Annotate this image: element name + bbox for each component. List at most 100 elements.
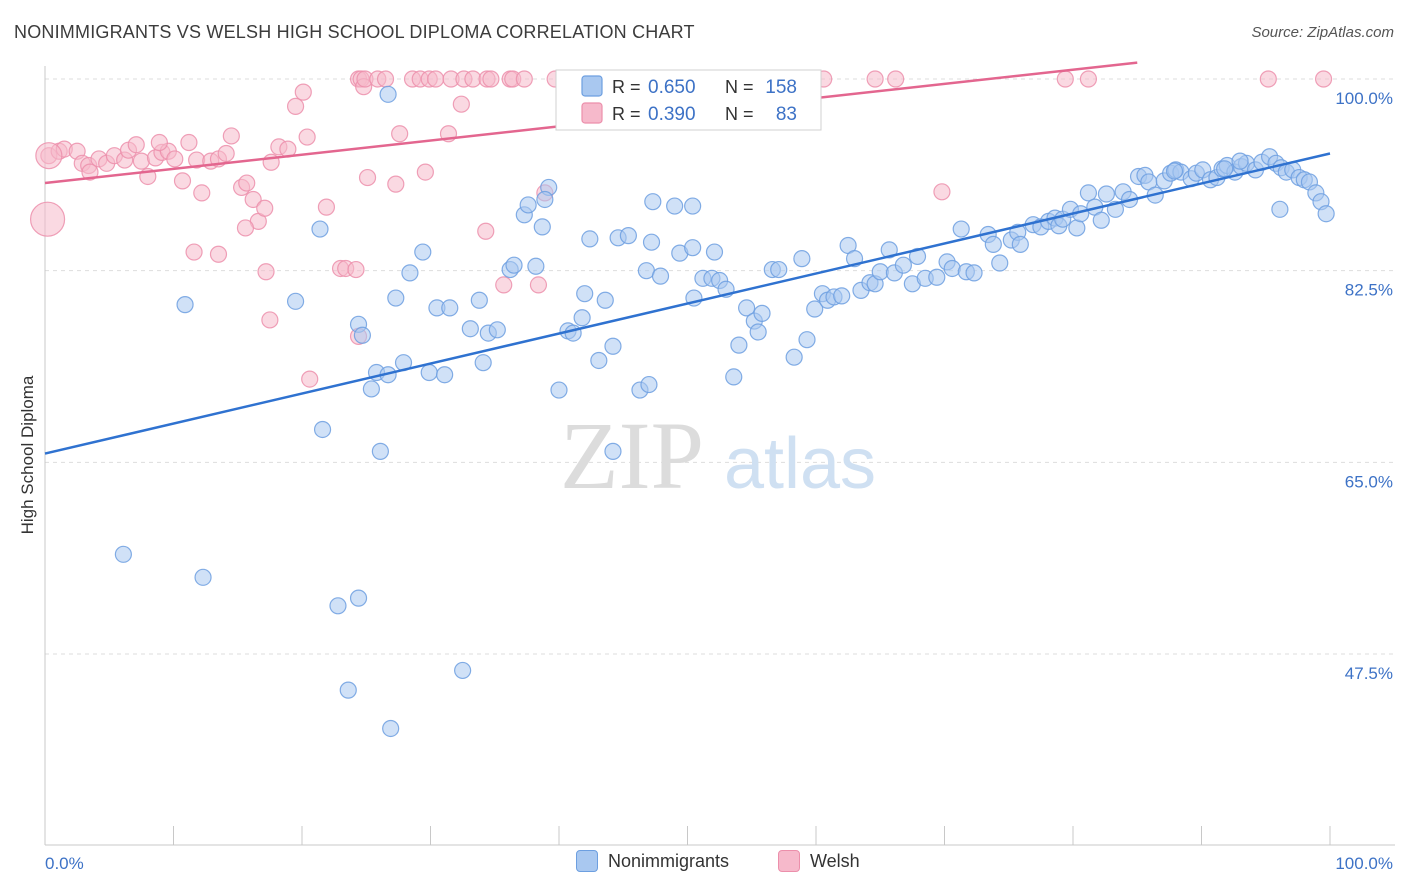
legend-n-value: 83	[776, 104, 797, 125]
nonimmigrants-point	[798, 331, 816, 349]
nonimmigrants-point	[564, 324, 582, 342]
legend-n-value: 158	[765, 77, 797, 98]
nonimmigrants-points	[114, 85, 1335, 738]
welsh-point	[515, 70, 533, 88]
legend-label-welsh: Welsh	[810, 850, 860, 871]
nonimmigrants-point	[908, 247, 927, 266]
welsh-point	[209, 245, 228, 263]
nonimmigrants-point	[371, 442, 389, 460]
welsh-point	[29, 201, 66, 237]
nonimmigrants-point	[488, 321, 506, 339]
gridlines	[45, 78, 1395, 655]
nonimmigrants-point	[286, 292, 305, 310]
welsh-point	[495, 276, 513, 294]
legend-r-value: 0.650	[648, 77, 696, 98]
y-tick-label: 47.5%	[1345, 664, 1393, 683]
nonimmigrants-point	[550, 381, 568, 399]
welsh-point	[347, 260, 365, 279]
nonimmigrants-point	[604, 442, 622, 460]
nonimmigrants-point	[474, 354, 492, 372]
welsh-point	[1056, 70, 1074, 88]
nonimmigrants-point	[536, 190, 554, 209]
welsh-point	[286, 97, 305, 115]
nonimmigrants-point	[1097, 185, 1116, 203]
welsh-point	[166, 150, 184, 168]
nonimmigrants-point	[952, 220, 970, 238]
nonimmigrants-point	[470, 291, 488, 309]
nonimmigrants-point	[313, 420, 332, 439]
welsh-point	[1079, 70, 1098, 88]
nonimmigrants-point	[505, 256, 523, 274]
nonimmigrants-point	[590, 351, 608, 370]
nonimmigrants-point	[793, 250, 811, 268]
nonimmigrants-point	[414, 243, 432, 261]
x-tick-label: 100.0%	[1335, 854, 1393, 873]
nonimmigrants-point	[833, 287, 851, 305]
axes	[44, 66, 1395, 846]
nonimmigrants-point	[965, 264, 983, 282]
nonimmigrants-point	[1271, 200, 1289, 218]
welsh-point	[256, 199, 274, 217]
legend-n-label: N =	[725, 104, 754, 124]
nonimmigrants-point	[401, 264, 419, 282]
welsh-point	[933, 183, 951, 201]
welsh-point	[217, 144, 235, 163]
nonimmigrants-point	[880, 241, 898, 259]
source-label: Source: ZipAtlas.com	[1251, 24, 1394, 41]
nonimmigrants-point	[806, 300, 824, 318]
x-tick-label: 0.0%	[45, 854, 84, 873]
legend-swatch	[581, 102, 603, 124]
nonimmigrants-trend-line	[44, 152, 1331, 455]
legend-item-nonimmigrants[interactable]: Nonimmigrants	[576, 850, 729, 872]
nonimmigrants-point	[604, 337, 622, 355]
legend-r-label: R =	[612, 104, 641, 124]
nonimmigrants-point	[1165, 162, 1184, 180]
welsh-point	[1314, 70, 1333, 88]
nonimmigrants-point	[573, 309, 591, 327]
nonimmigrants-point	[420, 363, 438, 382]
nonimmigrants-point	[353, 326, 371, 344]
welsh-point	[887, 70, 905, 88]
nonimmigrants-point	[581, 230, 599, 248]
legend-swatch-blue	[576, 850, 598, 872]
nonimmigrants-point	[533, 218, 551, 236]
nonimmigrants-point	[738, 299, 756, 317]
watermark: ZIP atlas	[560, 402, 876, 509]
y-tick-labels: 47.5% 65.0% 82.5% 100.0%	[1335, 89, 1393, 683]
nonimmigrants-point	[311, 220, 329, 238]
welsh-point	[236, 219, 255, 237]
legend-r-value: 0.390	[648, 104, 696, 125]
welsh-point	[452, 95, 470, 113]
welsh-point	[298, 128, 316, 146]
welsh-point	[294, 83, 312, 101]
legend-r-label: R =	[612, 77, 641, 97]
y-tick-label: 100.0%	[1335, 89, 1393, 108]
welsh-point	[529, 276, 548, 294]
nonimmigrants-point	[527, 257, 545, 275]
nonimmigrants-point	[1092, 211, 1110, 229]
nonimmigrants-point	[441, 299, 459, 317]
nonimmigrants-point	[1068, 219, 1086, 237]
x-tick-labels: 0.0% 100.0%	[45, 854, 1393, 873]
nonimmigrants-point	[785, 348, 803, 366]
y-tick-label: 65.0%	[1345, 472, 1393, 491]
nonimmigrants-point	[596, 291, 614, 309]
welsh-point	[127, 136, 145, 154]
welsh-point	[427, 70, 445, 88]
legend-item-welsh[interactable]: Welsh	[778, 850, 860, 872]
welsh-point	[132, 152, 150, 170]
nonimmigrants-point	[770, 260, 788, 279]
nonimmigrants-point	[194, 568, 212, 586]
nonimmigrants-point	[1231, 152, 1249, 170]
nonimmigrants-point	[928, 268, 946, 286]
nonimmigrants-point	[684, 197, 702, 215]
nonimmigrants-point	[1216, 160, 1234, 178]
welsh-point	[185, 243, 203, 261]
welsh-point	[261, 311, 279, 329]
welsh-point	[387, 175, 405, 193]
legend-swatch	[581, 75, 603, 97]
welsh-point	[866, 70, 884, 88]
welsh-point	[244, 190, 262, 209]
nonimmigrants-point	[339, 681, 357, 699]
